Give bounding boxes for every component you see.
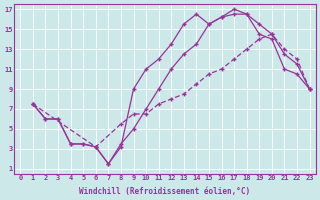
- X-axis label: Windchill (Refroidissement éolien,°C): Windchill (Refroidissement éolien,°C): [79, 187, 251, 196]
